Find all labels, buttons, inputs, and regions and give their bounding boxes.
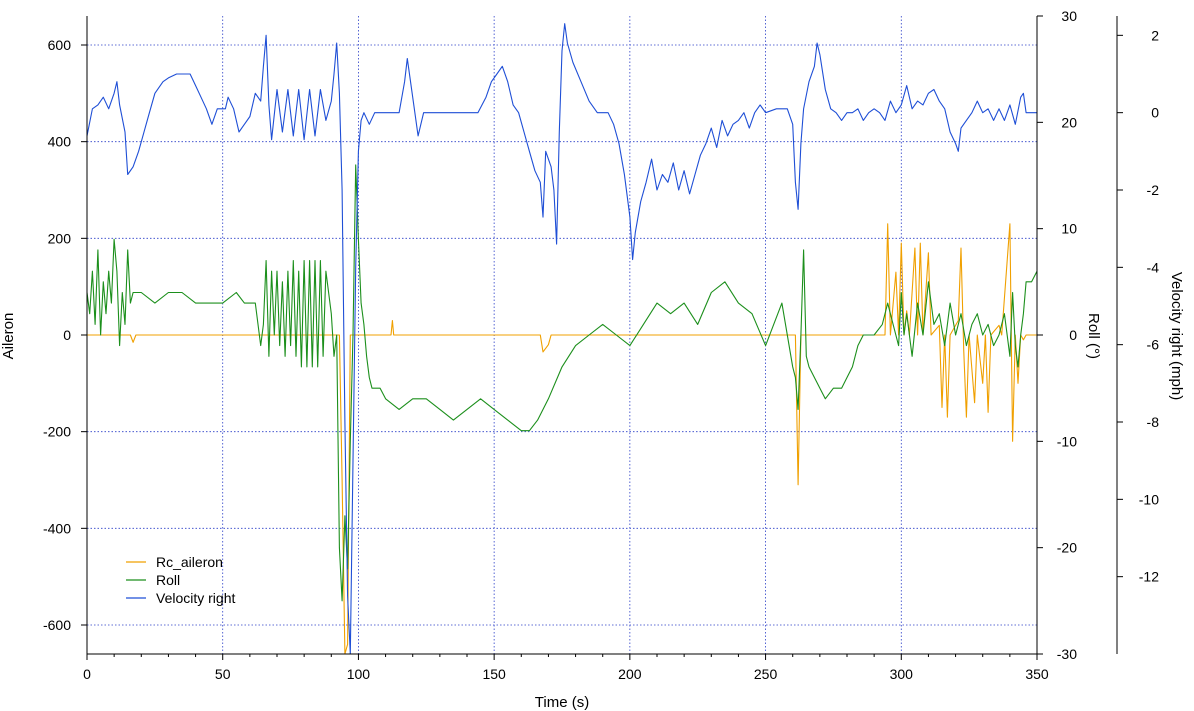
- y-tick-label-aileron: -200: [43, 424, 71, 440]
- series-line-rc-aileron: [87, 223, 1037, 655]
- legend: Rc_aileron Roll Velocity right: [126, 554, 235, 606]
- x-tick-label: 0: [83, 666, 91, 682]
- x-tick-label: 350: [1025, 666, 1049, 682]
- y-tick-label-velocity: -2: [1147, 182, 1160, 198]
- x-axis-label: Time (s): [535, 694, 589, 711]
- legend-label-rc-aileron: Rc_aileron: [156, 554, 223, 570]
- y-axis-label-roll: Roll (°): [1085, 313, 1102, 359]
- y-tick-label-aileron: -400: [43, 520, 71, 536]
- y-tick-label-aileron: 0: [63, 327, 71, 343]
- legend-label-roll: Roll: [156, 572, 180, 588]
- y-axis-label-aileron: Aileron: [0, 313, 17, 360]
- y-tick-label-roll: -30: [1057, 646, 1077, 662]
- series-lines: [86, 23, 1038, 655]
- y-tick-label-roll: 0: [1069, 327, 1077, 343]
- y-tick-label-velocity: -10: [1139, 491, 1159, 507]
- y-tick-label-velocity: -4: [1147, 259, 1160, 275]
- x-tick-label: 50: [215, 666, 231, 682]
- y-tick-label-velocity: -8: [1147, 414, 1160, 430]
- series-line-velocity-right: [86, 23, 1037, 655]
- x-tick-label: 200: [618, 666, 642, 682]
- y-tick-label-aileron: 400: [48, 134, 72, 150]
- legend-label-velocity-right: Velocity right: [156, 590, 235, 606]
- y-tick-label-aileron: 600: [48, 37, 72, 53]
- y-tick-label-aileron: 200: [48, 230, 72, 246]
- x-tick-label: 250: [754, 666, 778, 682]
- y-tick-label-roll: 30: [1061, 8, 1077, 24]
- y-tick-label-aileron: -600: [43, 617, 71, 633]
- y-axis-label-velocity: Velocity right (mph): [1168, 272, 1185, 400]
- y-tick-label-velocity: -6: [1147, 337, 1160, 353]
- y-tick-label-velocity: 2: [1151, 27, 1159, 43]
- y-tick-label-velocity: -12: [1139, 569, 1159, 585]
- axes: 0 50 100 150 200 250 300 350-600-400-2000200400…: [43, 8, 1159, 682]
- y-tick-label-roll: -20: [1057, 540, 1077, 556]
- y-tick-label-velocity: 0: [1151, 105, 1159, 121]
- x-tick-label: 150: [482, 666, 506, 682]
- y-tick-label-roll: -10: [1057, 433, 1077, 449]
- x-tick-label: 100: [347, 666, 371, 682]
- series-line-roll: [86, 164, 1038, 602]
- y-tick-label-roll: 20: [1061, 114, 1077, 130]
- x-tick-label: 300: [890, 666, 914, 682]
- y-tick-label-roll: 10: [1061, 221, 1077, 237]
